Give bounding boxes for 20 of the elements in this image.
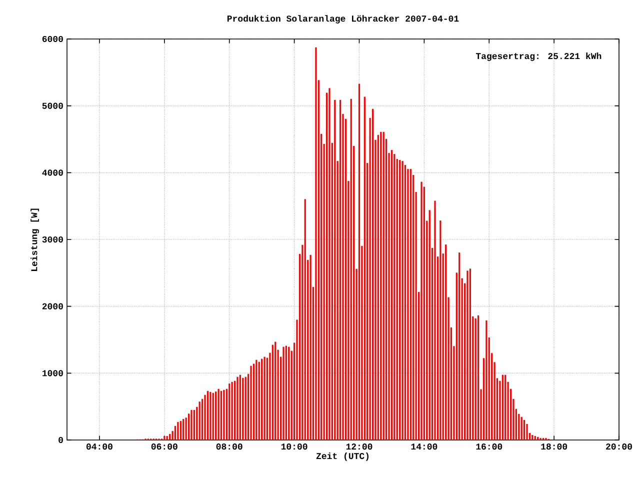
- y-tick-label: 0: [58, 436, 63, 444]
- x-tick-label: 04:00: [86, 444, 112, 450]
- y-tick-label: 5000: [42, 102, 63, 109]
- x-tick-label: 06:00: [151, 444, 178, 450]
- y-tick-label: 2000: [42, 303, 63, 310]
- annotation: Tagesertrag: 25.221 kWh: [476, 52, 602, 61]
- y-axis-title: Leistung [W]: [30, 208, 40, 271]
- x-tick-label: 08:00: [216, 444, 242, 450]
- y-tick-label: 1000: [42, 370, 63, 376]
- x-tick-label: 14:00: [411, 444, 438, 450]
- x-tick-label: 16:00: [476, 444, 502, 450]
- y-tick-label: 6000: [42, 36, 63, 42]
- x-tick-label: 10:00: [281, 444, 308, 450]
- x-tick-label: 20:00: [606, 444, 632, 450]
- chart-title: Produktion Solaranlage Löhracker 2007-04-01: [227, 15, 459, 24]
- x-axis-title: Zeit (UTC): [316, 452, 368, 461]
- y-tick-label: 3000: [42, 236, 63, 243]
- x-tick-label: 12:00: [346, 444, 372, 450]
- x-tick-label: 18:00: [541, 444, 568, 450]
- y-tick-label: 4000: [42, 170, 63, 176]
